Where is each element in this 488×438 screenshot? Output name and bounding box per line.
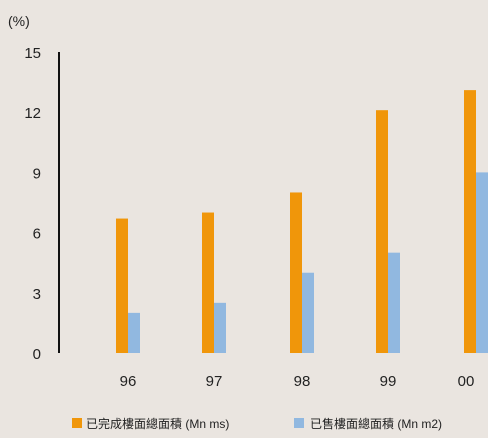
bar-sold-97 [214,302,226,353]
y-tick-label: 0 [33,346,41,363]
bar-completed-97 [202,212,214,353]
bar-completed-96 [116,218,128,353]
y-tick-label: 12 [24,105,41,122]
x-tick-label: 97 [206,373,223,390]
y-tick-label: 6 [33,226,41,243]
y-tick-label: 3 [33,286,41,303]
y-tick-label: 15 [24,45,41,62]
bars [116,90,488,354]
bar-completed-98 [290,192,302,353]
legend-swatch [72,418,82,428]
bar-sold-00 [476,172,488,353]
bar-sold-98 [302,272,314,353]
legend-label: 已完成樓面總面積 (Mn ms) [86,416,229,431]
bar-completed-00 [464,90,476,354]
x-tick-label: 99 [380,373,397,390]
y-axis-unit-label: (%) [8,13,30,29]
legend-label: 已售樓面總面積 (Mn m2) [310,416,442,431]
legend: 已完成樓面總面積 (Mn ms) 已售樓面總面積 (Mn m2) [72,416,442,431]
x-tick-label: 96 [120,373,137,390]
y-axis: 0 3 6 9 12 15 [24,45,60,363]
bar-completed-99 [376,110,388,354]
x-axis-ticks: 96 97 98 99 00 [120,373,475,390]
y-tick-label: 9 [33,165,41,182]
legend-swatch [294,418,304,428]
x-tick-label: 98 [294,373,311,390]
x-tick-label: 00 [458,373,475,390]
bar-sold-96 [128,312,140,353]
bar-sold-99 [388,252,400,353]
